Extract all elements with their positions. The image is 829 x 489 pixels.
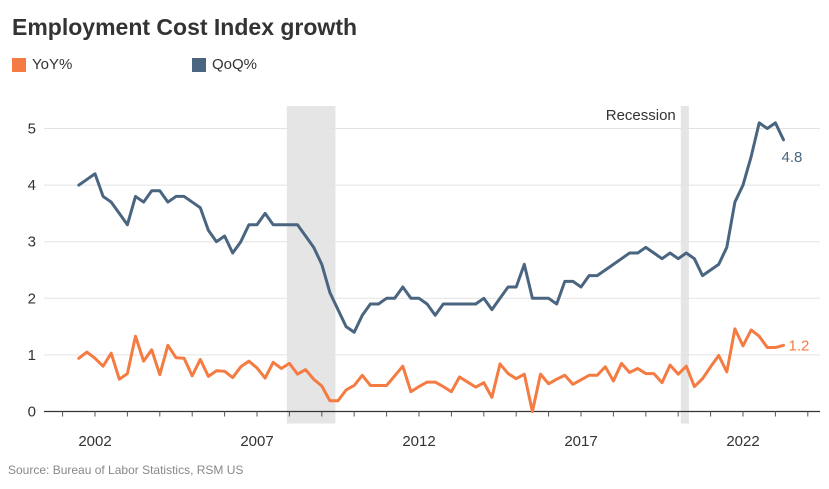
x-tick-label: 2002 — [78, 433, 111, 450]
series-line-yoy — [77, 327, 785, 413]
y-tick-label: 5 — [28, 121, 36, 138]
legend-item-yoy: YoY% — [12, 56, 72, 73]
recession-label: Recession — [606, 107, 676, 124]
end-label-yoy: 1.2 — [789, 337, 810, 354]
legend-swatch-qoq — [192, 57, 206, 72]
x-tick-label: 2007 — [240, 433, 273, 450]
y-tick-label: 1 — [28, 347, 36, 364]
end-label-qoq: 4.8 — [782, 149, 803, 166]
chart-title: Employment Cost Index growth — [12, 14, 358, 40]
y-tick-label: 4 — [28, 177, 36, 194]
y-tick-label: 2 — [28, 290, 36, 307]
legend-label-qoq: QoQ% — [212, 56, 258, 73]
series-line-qoq — [77, 121, 785, 334]
x-tick-label: 2022 — [726, 433, 759, 450]
legend-item-qoq: QoQ% — [192, 56, 257, 73]
y-tick-label: 0 — [28, 404, 36, 421]
x-tick-label: 2017 — [564, 433, 597, 450]
y-tick-label: 3 — [28, 234, 36, 251]
x-tick-label: 2012 — [402, 433, 435, 450]
recession-band — [680, 106, 689, 424]
legend-label-yoy: YoY% — [32, 56, 73, 73]
source-note: Source: Bureau of Labor Statistics, RSM … — [8, 463, 244, 477]
legend-swatch-yoy — [12, 57, 26, 72]
